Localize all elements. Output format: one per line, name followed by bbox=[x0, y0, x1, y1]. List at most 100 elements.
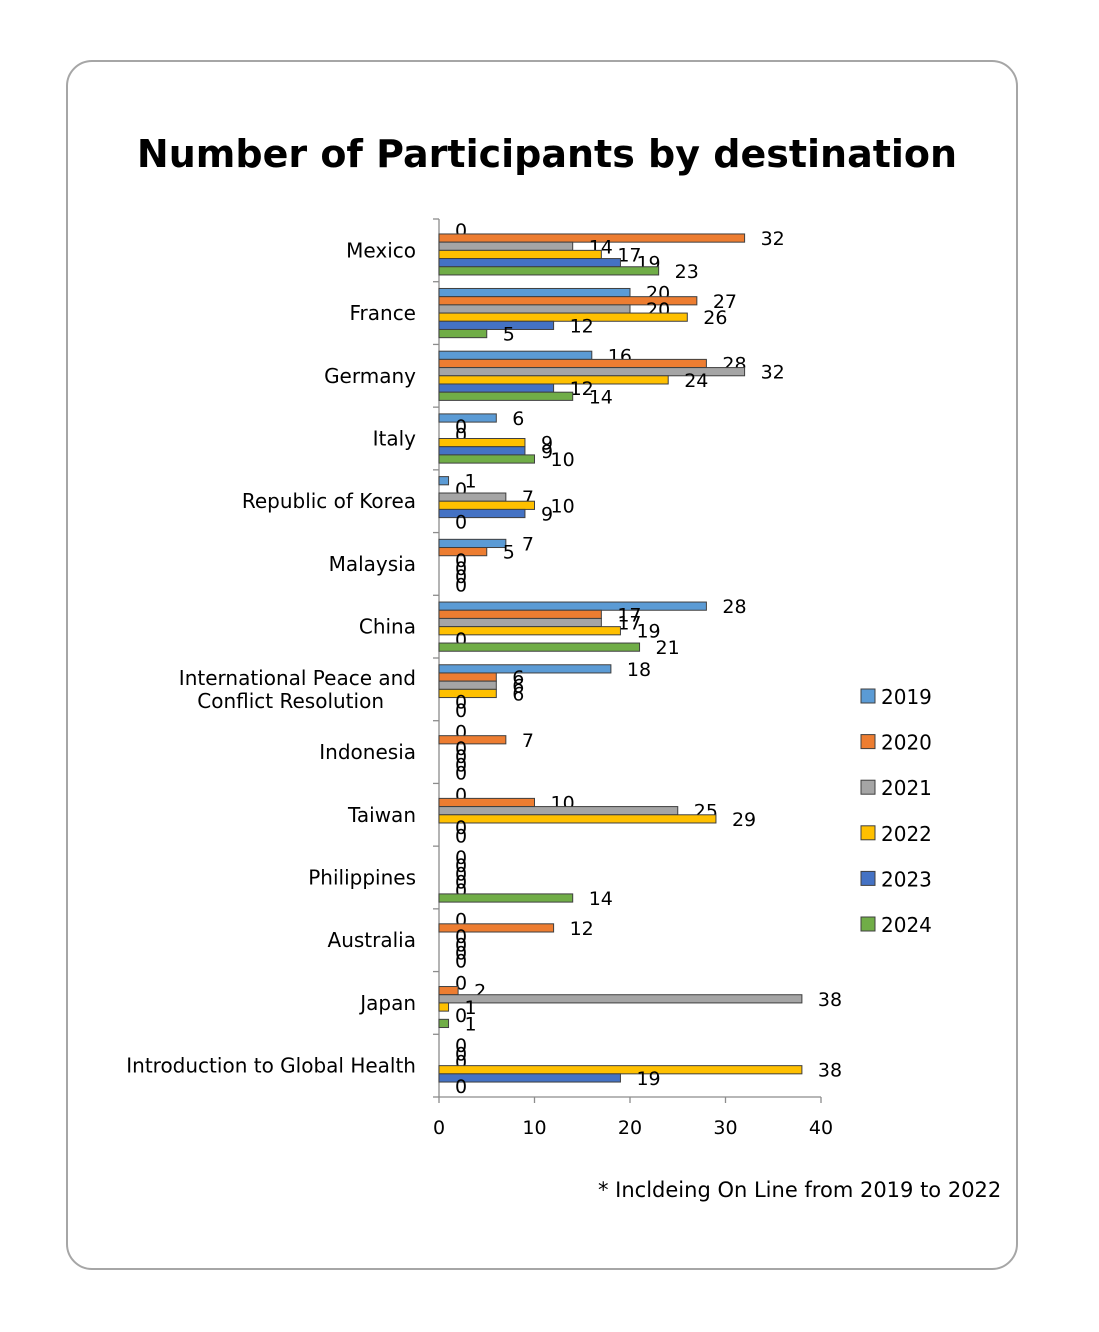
bar-taiwan-2022 bbox=[438, 814, 717, 824]
category-label-conflict-resolution: Conflict Resolution bbox=[197, 689, 384, 713]
bar-mexico-2020 bbox=[438, 233, 746, 243]
data-label: 27 bbox=[713, 291, 737, 313]
data-label: 0 bbox=[455, 872, 467, 894]
data-label: 6 bbox=[512, 667, 524, 689]
legend-swatch-2022 bbox=[860, 825, 876, 841]
bar-taiwan-2020 bbox=[438, 797, 535, 808]
bar-philippines-2024 bbox=[438, 893, 574, 903]
data-label: 0 bbox=[455, 692, 467, 714]
bar-introduction-to-global-health-2022 bbox=[438, 1065, 803, 1075]
data-label: 0 bbox=[455, 763, 467, 785]
data-label: 0 bbox=[455, 1035, 467, 1057]
bar-china-2020 bbox=[438, 609, 602, 619]
legend-label-2023: 2023 bbox=[881, 867, 932, 891]
category-label-introduction-to-global-health: Introduction to Global Health bbox=[126, 1054, 416, 1078]
data-label: 0 bbox=[455, 416, 467, 438]
data-label: 1 bbox=[465, 471, 477, 493]
data-label: 1 bbox=[465, 997, 477, 1019]
data-label: 6 bbox=[512, 683, 524, 705]
bar-italy-2024 bbox=[438, 454, 535, 464]
bar-china-2019 bbox=[438, 601, 707, 611]
data-label: 26 bbox=[703, 307, 727, 329]
data-label: 10 bbox=[551, 495, 575, 517]
data-label: 0 bbox=[455, 1043, 467, 1065]
x-tick-label: 30 bbox=[713, 1117, 737, 1139]
data-label: 17 bbox=[617, 604, 641, 626]
data-label: 12 bbox=[570, 918, 594, 940]
chart-footnote: * Incldeing On Line from 2019 to 2022 bbox=[598, 1178, 1002, 1202]
data-label: 7 bbox=[522, 533, 534, 555]
chart-title: Number of Participants by destination bbox=[136, 132, 958, 176]
data-label: 0 bbox=[455, 817, 467, 839]
data-label: 6 bbox=[512, 408, 524, 430]
legend-label-2021: 2021 bbox=[881, 776, 932, 800]
bar-mexico-2024 bbox=[438, 266, 660, 276]
bar-introduction-to-global-health-2023 bbox=[438, 1073, 621, 1083]
category-label-germany: Germany bbox=[324, 364, 416, 388]
data-label: 0 bbox=[455, 825, 467, 847]
data-label: 0 bbox=[455, 512, 467, 534]
legend-swatch-2023 bbox=[860, 870, 876, 886]
legend-swatch-2024 bbox=[860, 916, 876, 932]
bar-japan-2021 bbox=[438, 994, 803, 1004]
data-label: 0 bbox=[455, 951, 467, 973]
bar-italy-2019 bbox=[438, 413, 497, 423]
data-label: 18 bbox=[627, 659, 651, 681]
bar-mexico-2023 bbox=[438, 258, 621, 268]
bar-taiwan-2021 bbox=[438, 806, 679, 816]
data-label: 6 bbox=[512, 675, 524, 697]
bar-germany-2022 bbox=[438, 375, 669, 385]
data-label: 0 bbox=[455, 574, 467, 596]
bar-japan-2022 bbox=[438, 1002, 450, 1012]
category-label-taiwan: Taiwan bbox=[347, 803, 416, 827]
category-label-mexico: Mexico bbox=[346, 238, 416, 262]
data-label: 29 bbox=[732, 809, 756, 831]
category-label-international-peace-and: International Peace and bbox=[179, 666, 416, 690]
data-label: 12 bbox=[570, 378, 594, 400]
data-label: 5 bbox=[503, 542, 515, 564]
category-label-indonesia: Indonesia bbox=[319, 740, 416, 764]
data-label: 0 bbox=[455, 550, 467, 572]
bar-malaysia-2019 bbox=[438, 538, 507, 549]
x-tick-label: 0 bbox=[433, 1117, 445, 1139]
category-label-malaysia: Malaysia bbox=[329, 552, 416, 576]
data-label: 0 bbox=[455, 934, 467, 956]
data-label: 38 bbox=[818, 1060, 842, 1082]
bar-mexico-2021 bbox=[438, 241, 574, 251]
data-label: 0 bbox=[455, 847, 467, 869]
bar-malaysia-2020 bbox=[438, 547, 488, 557]
data-label: 14 bbox=[589, 888, 613, 910]
bar-france-2024 bbox=[438, 328, 488, 339]
data-label: 1 bbox=[465, 1013, 477, 1035]
data-label: 0 bbox=[455, 558, 467, 580]
bar-japan-2024 bbox=[438, 1018, 450, 1029]
bar-germany-2023 bbox=[438, 383, 555, 393]
data-label: 0 bbox=[455, 746, 467, 768]
legend-label-2024: 2024 bbox=[881, 913, 932, 937]
data-label: 7 bbox=[522, 730, 534, 752]
data-label: 23 bbox=[675, 261, 699, 283]
data-label: 24 bbox=[684, 370, 708, 392]
bar-france-2022 bbox=[438, 312, 688, 322]
data-label: 0 bbox=[455, 943, 467, 965]
bar-republic-of-korea-2023 bbox=[438, 508, 526, 519]
data-label: 19 bbox=[636, 1068, 660, 1090]
data-label: 0 bbox=[455, 863, 467, 885]
bar-international-peace-and-conflict-resolution-2021 bbox=[438, 680, 497, 690]
bar-germany-2024 bbox=[438, 391, 574, 401]
category-label-china: China bbox=[359, 615, 416, 639]
category-label-philippines: Philippines bbox=[308, 866, 416, 890]
data-label: 5 bbox=[503, 324, 515, 346]
bar-international-peace-and-conflict-resolution-2022 bbox=[438, 688, 497, 699]
data-label: 10 bbox=[551, 449, 575, 471]
bar-indonesia-2020 bbox=[438, 735, 507, 745]
legend-label-2020: 2020 bbox=[881, 731, 932, 755]
data-label: 9 bbox=[541, 504, 553, 526]
bar-china-2024 bbox=[438, 642, 641, 652]
bar-italy-2023 bbox=[438, 446, 526, 456]
legend-swatch-2020 bbox=[860, 734, 876, 750]
data-label: 0 bbox=[455, 566, 467, 588]
data-label: 9 bbox=[541, 433, 553, 455]
bar-italy-2022 bbox=[438, 438, 526, 448]
